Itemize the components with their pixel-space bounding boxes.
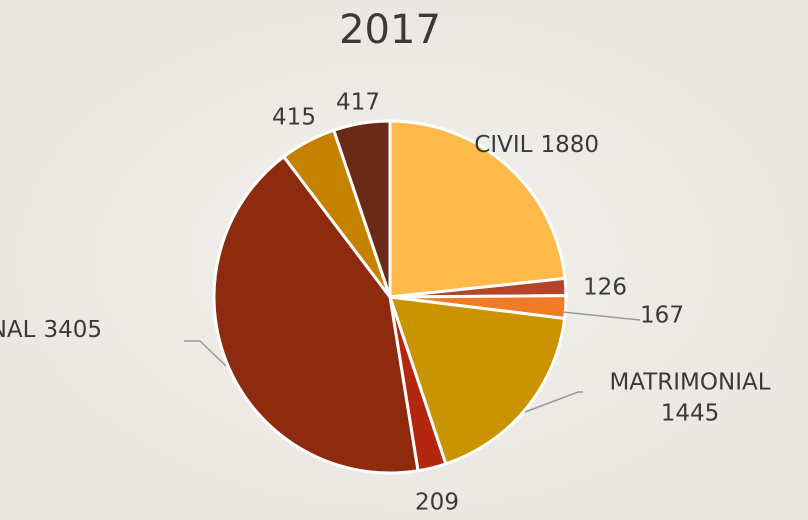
chart-title: 2017 [339,7,441,53]
pie-slice [212,154,420,475]
value-label: 415 [272,105,316,131]
value-label: 126 [583,275,627,301]
value-label: 3405 [43,317,102,343]
pie-slice [388,119,567,299]
slice-label: PENAL 3405 [0,317,102,343]
value-label: 167 [640,303,684,329]
pie-slice [387,295,567,466]
category-label: MATRIMONIAL [609,370,770,396]
category-label: PENAL [0,317,36,343]
slice-label: CIVIL 1880 [474,132,599,158]
value-label: 417 [336,90,380,116]
pie-slice [331,119,392,298]
category-label: CIVIL [474,132,532,158]
value-label: 1880 [540,132,599,158]
leader-line [524,391,583,413]
leader-line [562,311,641,321]
value-label: 1445 [661,401,720,427]
value-label: 209 [415,490,459,516]
leader-line [184,340,227,367]
